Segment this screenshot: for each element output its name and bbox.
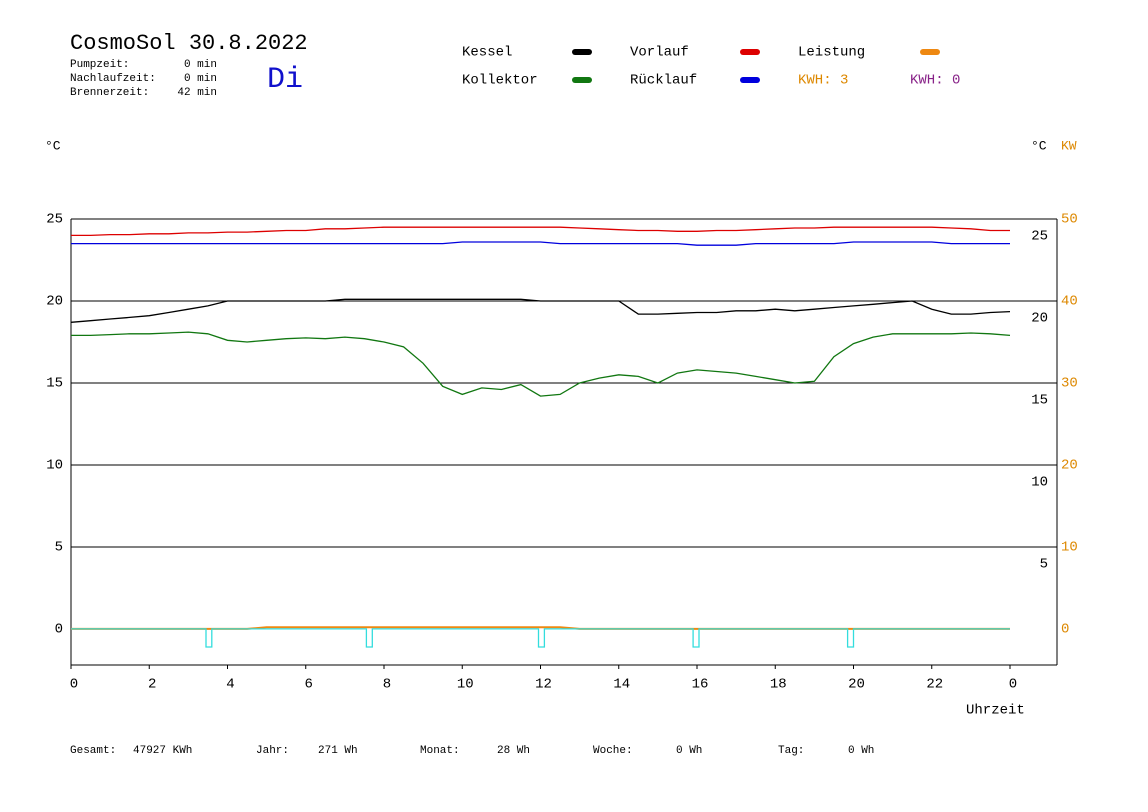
footer-value: 28 Wh bbox=[497, 745, 530, 757]
x-tick-label: 14 bbox=[613, 677, 630, 693]
weekday: Di bbox=[267, 63, 303, 97]
stat-value: 0 min bbox=[184, 73, 217, 85]
kwh: KWH: 3 bbox=[798, 73, 848, 89]
stat-label: Nachlaufzeit: bbox=[70, 73, 156, 85]
footer-value: 271 Wh bbox=[318, 745, 358, 757]
y2-tick-label: 30 bbox=[1061, 376, 1078, 392]
legend-label: Kollektor bbox=[462, 73, 538, 89]
y2-tick-label: 20 bbox=[1061, 458, 1078, 474]
legend-label: Vorlauf bbox=[630, 45, 689, 61]
legend-label: Rücklauf bbox=[630, 73, 697, 89]
x-tick-label: 16 bbox=[692, 677, 709, 693]
x-tick-label: 6 bbox=[305, 677, 313, 693]
footer-value: 0 Wh bbox=[676, 745, 702, 757]
x-tick-label: 2 bbox=[148, 677, 156, 693]
series-line bbox=[71, 628, 1010, 648]
x-tick-label: 10 bbox=[457, 677, 474, 693]
x-tick-label: 4 bbox=[226, 677, 234, 693]
y2-tick-label: 0 bbox=[1061, 622, 1069, 638]
stat-value: 42 min bbox=[177, 87, 217, 99]
kwh: KWH: 0 bbox=[910, 73, 960, 89]
footer-label: Woche: bbox=[593, 745, 633, 757]
footer-label: Tag: bbox=[778, 745, 804, 757]
y-tick-label: 5 bbox=[55, 540, 63, 556]
series-line bbox=[71, 331, 1011, 397]
footer-label: Jahr: bbox=[256, 745, 289, 757]
y-tick-label: 0 bbox=[55, 622, 63, 638]
y-tick-label-right: 25 bbox=[1031, 229, 1048, 245]
y-label: °C bbox=[45, 138, 61, 153]
y-tick-label: 20 bbox=[46, 294, 63, 310]
stat-label: Brennerzeit: bbox=[70, 87, 149, 99]
x-tick-label: 22 bbox=[926, 677, 943, 693]
y-tick-label: 10 bbox=[46, 458, 63, 474]
y2-tick-label: 40 bbox=[1061, 294, 1078, 310]
footer-label: Monat: bbox=[420, 745, 460, 757]
y2-label: KW bbox=[1061, 138, 1077, 153]
y-tick-label-right: 15 bbox=[1031, 393, 1048, 409]
x-tick-label: 18 bbox=[770, 677, 787, 693]
series-line bbox=[70, 298, 1011, 323]
x-tick-label: 20 bbox=[848, 677, 865, 693]
y-tick-label: 25 bbox=[46, 212, 63, 228]
x-tick-label: 0 bbox=[70, 677, 78, 693]
y-tick-label-right: 10 bbox=[1031, 475, 1048, 491]
x-tick-label: 8 bbox=[383, 677, 391, 693]
stat-label: Pumpzeit: bbox=[70, 59, 129, 71]
series-line bbox=[71, 226, 1010, 237]
legend-label: Leistung bbox=[798, 45, 865, 61]
y2-tick-label: 50 bbox=[1061, 212, 1078, 228]
x-label: Uhrzeit bbox=[966, 703, 1025, 719]
y-tick-label: 15 bbox=[46, 376, 63, 392]
y2-tick-label: 10 bbox=[1061, 540, 1078, 556]
footer-label: Gesamt: bbox=[70, 745, 116, 757]
y-tick-label-right: 5 bbox=[1040, 557, 1048, 573]
y-tick-label-right: 20 bbox=[1031, 311, 1048, 327]
y2-label-c: °C bbox=[1031, 138, 1047, 153]
footer-value: 0 Wh bbox=[848, 745, 874, 757]
series-line bbox=[71, 241, 1010, 246]
x-tick-label: 0 bbox=[1009, 677, 1017, 693]
title: CosmoSol 30.8.2022 bbox=[70, 31, 308, 56]
x-tick-label: 12 bbox=[535, 677, 552, 693]
legend-label: Kessel bbox=[462, 45, 512, 61]
footer-value: 47927 KWh bbox=[133, 745, 192, 757]
stat-value: 0 min bbox=[184, 59, 217, 71]
